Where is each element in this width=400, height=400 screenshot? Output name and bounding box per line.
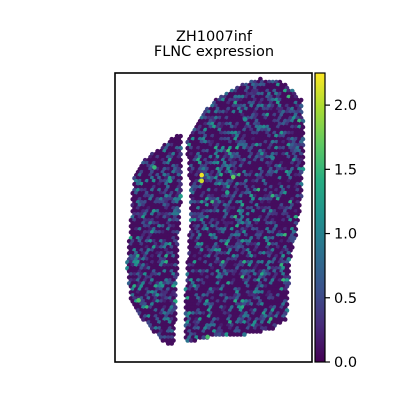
tissue-spot bbox=[231, 332, 237, 337]
tissue-spot bbox=[238, 332, 244, 337]
tissue-spot bbox=[227, 332, 233, 337]
tissue-spot bbox=[247, 329, 253, 334]
high-expression-spot bbox=[152, 165, 157, 170]
tissue-spot bbox=[201, 335, 206, 340]
colorbar-ticks: 0.0 0.5 1.0 1.5 2.0 bbox=[325, 98, 357, 371]
tissue-spot bbox=[266, 326, 272, 331]
colorbar-tick-label: 1.5 bbox=[334, 162, 357, 178]
tissue-spot bbox=[258, 329, 263, 334]
high-expression-spot bbox=[199, 178, 204, 184]
high-expression-spot bbox=[199, 172, 204, 178]
high-expression-spot bbox=[167, 178, 173, 184]
tissue-spot bbox=[213, 332, 219, 337]
tissue-spot bbox=[160, 338, 166, 343]
high-expression-spot bbox=[205, 334, 210, 340]
tissue-spot bbox=[220, 332, 226, 337]
chart-title-line-1: ZH1007inf bbox=[176, 29, 253, 45]
high-expression-spot bbox=[224, 190, 230, 195]
tissue-spot bbox=[250, 329, 256, 334]
tissue-spot bbox=[141, 317, 146, 322]
tissue-spot bbox=[282, 317, 288, 322]
tissue-spot bbox=[188, 338, 194, 343]
tissue-spot bbox=[197, 335, 203, 340]
tissue-spot bbox=[254, 329, 260, 334]
colorbar-tick-label: 0.0 bbox=[334, 355, 357, 371]
high-expression-spot bbox=[270, 155, 275, 161]
tissue-spot bbox=[277, 320, 283, 325]
colorbar-gradient bbox=[314, 72, 326, 363]
tissue-spot bbox=[217, 332, 222, 337]
colorbar-tick-label: 0.5 bbox=[334, 291, 357, 307]
tissue-spot bbox=[165, 341, 171, 346]
colorbar: 0.0 0.5 1.0 1.5 2.0 bbox=[314, 72, 357, 371]
chart-title: ZH1007inf FLNC expression bbox=[154, 29, 274, 60]
tissue-spot bbox=[210, 332, 215, 337]
high-expression-spot bbox=[242, 116, 248, 122]
tissue-spot bbox=[242, 332, 247, 337]
high-expression-spot bbox=[136, 298, 141, 303]
tissue-spot bbox=[192, 338, 198, 343]
spatial-spots bbox=[125, 76, 306, 346]
tissue-spot bbox=[235, 332, 240, 337]
tissue-spot bbox=[270, 326, 276, 331]
tissue-spot bbox=[224, 332, 229, 337]
colorbar-tick-label: 2.0 bbox=[334, 98, 357, 114]
colorbar-tick-label: 1.0 bbox=[334, 227, 357, 243]
high-expression-spot bbox=[230, 174, 236, 180]
tissue-spot bbox=[185, 338, 190, 343]
tissue-spot bbox=[151, 329, 157, 334]
tissue-spot bbox=[169, 341, 175, 346]
chart-title-line-2: FLNC expression bbox=[154, 44, 274, 60]
tissue-spot bbox=[263, 326, 269, 331]
plot-frame bbox=[114, 72, 313, 363]
